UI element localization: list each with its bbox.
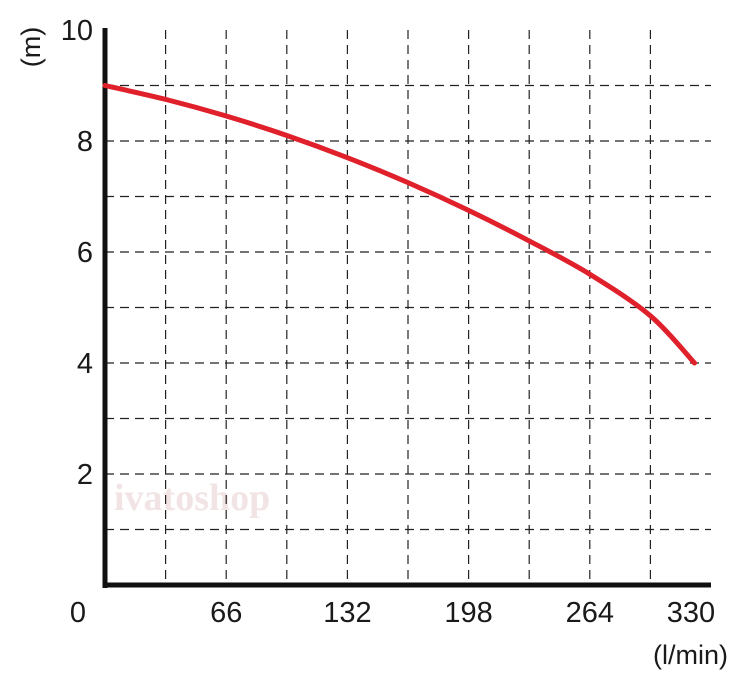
y-tick-label: 10	[61, 15, 93, 47]
x-tick-label: 264	[566, 597, 614, 629]
x-tick-label: 198	[444, 597, 492, 629]
y-tick-label: 4	[77, 348, 93, 380]
x-tick-label: 132	[323, 597, 371, 629]
y-axis-label: (m)	[16, 27, 46, 67]
y-tick-label: 6	[77, 237, 93, 269]
x-tick-label: 66	[210, 597, 242, 629]
x-tick-label: 330	[667, 597, 715, 629]
tick-labels: 0 66 132 198 264 330 2 4 6 8 10	[61, 15, 715, 629]
x-axis-label: (l/min)	[653, 640, 728, 670]
watermark: ivatoshop	[114, 477, 270, 519]
axes	[102, 28, 711, 588]
y-tick-label: 2	[77, 459, 93, 491]
y-tick-label: 8	[77, 126, 93, 158]
series-line	[102, 83, 697, 366]
x-tick-label: 0	[70, 597, 86, 629]
series	[102, 83, 697, 366]
grid	[105, 30, 711, 585]
